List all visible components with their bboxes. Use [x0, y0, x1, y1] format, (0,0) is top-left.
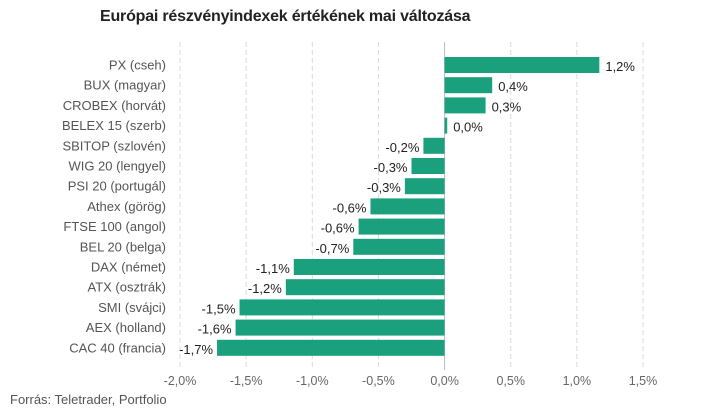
bar	[239, 299, 445, 316]
data-label: -1,1%	[256, 261, 290, 276]
data-label: -0,3%	[374, 160, 408, 175]
data-label: -1,2%	[248, 281, 282, 296]
x-tick-label: 1,5%	[629, 374, 658, 388]
bar	[404, 178, 445, 195]
x-tick-label: 1,0%	[563, 374, 592, 388]
data-label: -0,6%	[333, 200, 367, 215]
chart-source: Forrás: Teletrader, Portfolio	[10, 392, 167, 407]
bar	[444, 97, 486, 114]
bar	[444, 117, 448, 134]
bar	[423, 137, 445, 154]
category-label: SMI (svájci)	[98, 300, 166, 315]
bar	[444, 77, 493, 94]
bar	[353, 238, 445, 255]
bar	[370, 198, 445, 215]
x-tick-label: 0,5%	[496, 374, 525, 388]
data-label: -0,3%	[367, 180, 401, 195]
category-label: BELEX 15 (szerb)	[62, 118, 166, 133]
x-tick-label: -1,0%	[296, 374, 329, 388]
data-label: 0,4%	[498, 79, 528, 94]
bar-layer	[217, 57, 600, 356]
x-tick-label: -2,0%	[164, 374, 197, 388]
category-label: CROBEX (horvát)	[63, 98, 166, 113]
bar	[293, 259, 445, 275]
data-label: 0,3%	[492, 99, 522, 114]
data-label: -0,7%	[315, 241, 349, 256]
data-label: 0,0%	[453, 120, 483, 135]
label-layer: -2,0% -1,5% -1,0% -0,5% 0,0% 0,5% 1,0% 1,5% PX (…	[62, 58, 657, 389]
category-label: DAX (német)	[91, 260, 166, 275]
bar	[411, 158, 445, 174]
bar	[235, 319, 445, 336]
category-label: CAC 40 (francia)	[69, 340, 166, 355]
category-label: FTSE 100 (angol)	[63, 219, 166, 234]
category-label: PX (cseh)	[109, 58, 166, 73]
data-label: -0,6%	[321, 221, 355, 236]
x-tick-label: 0,0%	[430, 374, 459, 388]
bar	[285, 279, 445, 296]
category-label: BUX (magyar)	[84, 78, 166, 93]
bar	[444, 57, 600, 73]
x-tick-label: -0,5%	[362, 374, 395, 388]
x-tick-label: -1,5%	[230, 374, 263, 388]
bar	[217, 339, 445, 356]
category-label: AEX (holland)	[86, 320, 166, 335]
category-label: BEL 20 (belga)	[80, 239, 166, 254]
category-label: Athex (görög)	[87, 199, 166, 214]
bar	[358, 218, 445, 235]
chart-title: Európai részvényindexek értékének mai vá…	[100, 8, 471, 25]
category-label: SBITOP (szlovén)	[62, 138, 166, 153]
data-label: 1,2%	[605, 59, 635, 74]
data-label: -1,7%	[179, 342, 213, 357]
category-label: WIG 20 (lengyel)	[68, 159, 166, 174]
data-label: -1,5%	[202, 301, 236, 316]
data-label: -0,2%	[385, 140, 419, 155]
category-label: ATX (osztrák)	[88, 280, 167, 295]
category-label: PSI 20 (portugál)	[68, 179, 166, 194]
data-label: -1,6%	[198, 322, 232, 337]
